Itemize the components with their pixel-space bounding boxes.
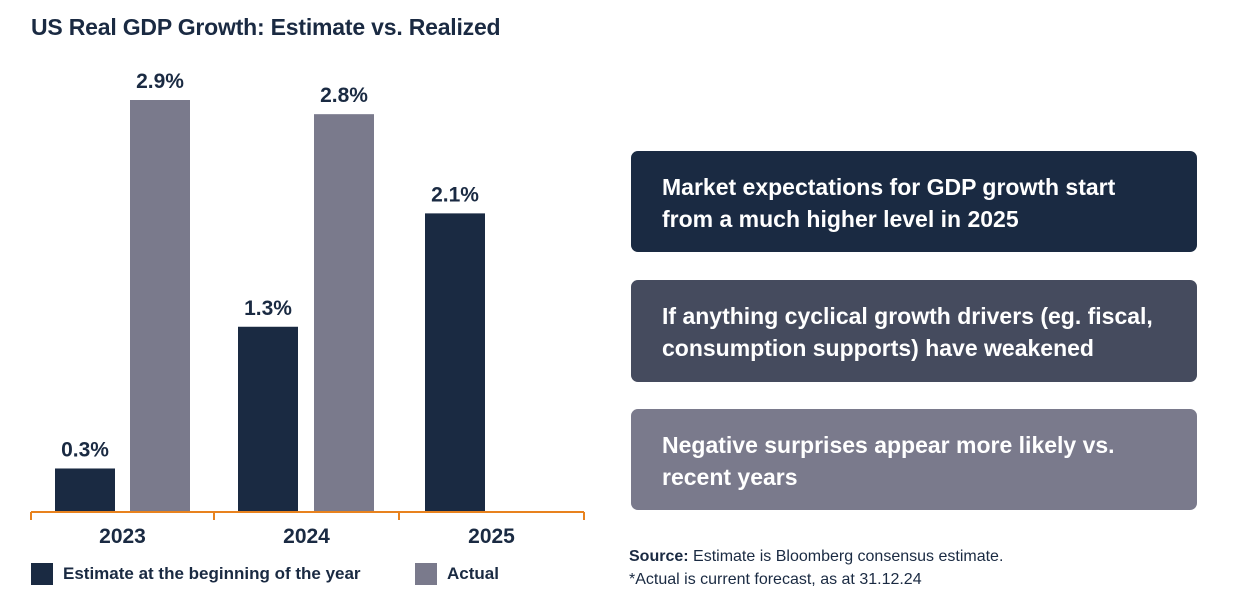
callout-box-surprises: Negative surprises appear more likely vs… bbox=[631, 409, 1197, 510]
legend-label-estimate: Estimate at the beginning of the year bbox=[63, 564, 361, 583]
x-tick-label-2024: 2024 bbox=[283, 525, 330, 548]
bar-estimate-2024 bbox=[238, 326, 298, 511]
legend-swatch-actual bbox=[415, 563, 437, 585]
bar-actual-2024 bbox=[314, 114, 374, 511]
bar-actual-2023 bbox=[130, 100, 190, 511]
legend-item-estimate: Estimate at the beginning of the year bbox=[31, 563, 361, 585]
callout-box-drivers: If anything cyclical growth drivers (eg.… bbox=[631, 280, 1197, 382]
source-text: Estimate is Bloomberg consensus estimate… bbox=[688, 548, 1004, 565]
x-tick-label-2023: 2023 bbox=[99, 525, 146, 548]
source-label: Source: bbox=[629, 548, 689, 565]
legend-swatch-estimate bbox=[31, 563, 53, 585]
data-label-estimate-2023: 0.3% bbox=[61, 438, 109, 461]
legend-label-actual: Actual bbox=[447, 564, 499, 583]
bar-estimate-2023 bbox=[55, 468, 115, 511]
bar-chart: 2023 0.3% 2.9% 2024 1.3% 2.8% 2025 2.1% bbox=[30, 70, 585, 548]
chart-title: US Real GDP Growth: Estimate vs. Realize… bbox=[31, 14, 501, 40]
data-label-estimate-2024: 1.3% bbox=[244, 297, 292, 320]
callout-box-expectations: Market expectations for GDP growth start… bbox=[631, 151, 1197, 252]
data-label-actual-2023: 2.9% bbox=[136, 70, 184, 93]
source-note: Source: Estimate is Bloomberg consensus … bbox=[629, 545, 1003, 591]
data-label-actual-2024: 2.8% bbox=[320, 84, 368, 107]
source-footnote: *Actual is current forecast, as at 31.12… bbox=[629, 571, 922, 588]
bar-estimate-2025 bbox=[425, 213, 485, 511]
x-tick-label-2025: 2025 bbox=[468, 525, 515, 548]
legend-item-actual: Actual bbox=[415, 563, 499, 585]
data-label-estimate-2025: 2.1% bbox=[431, 183, 479, 206]
